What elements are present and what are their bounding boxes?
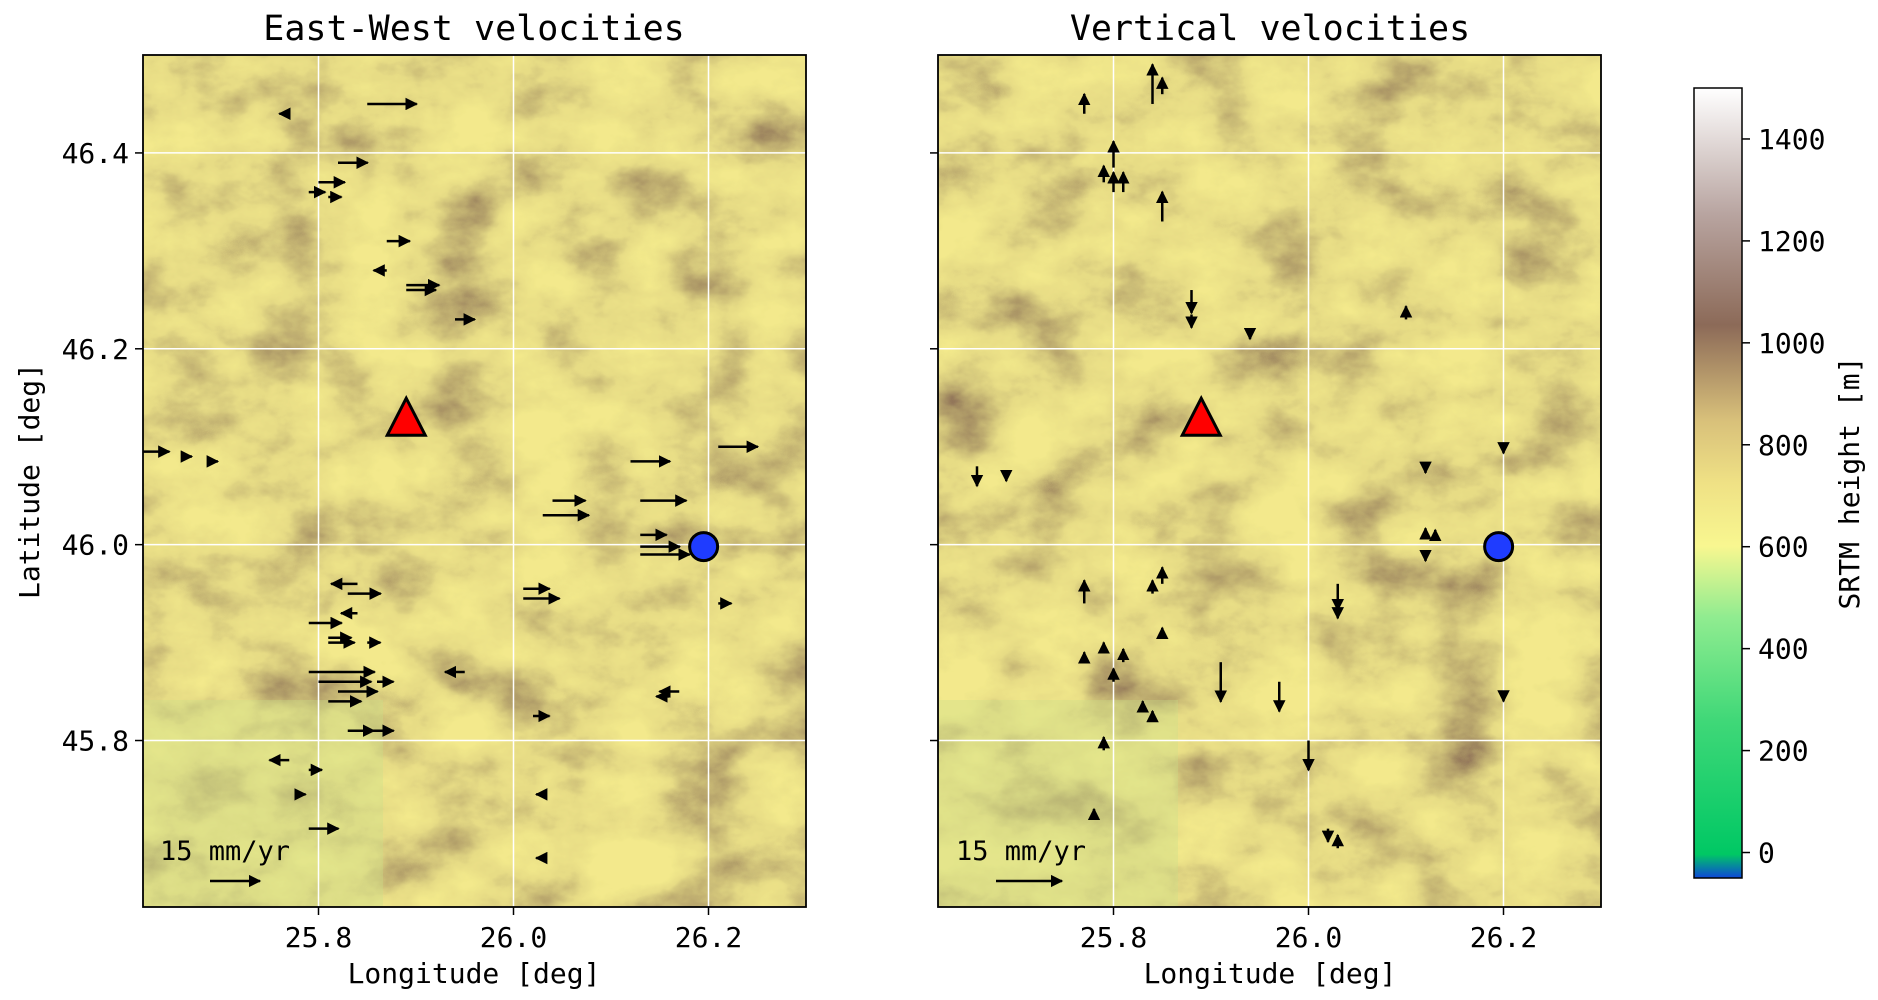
- x-tick-label: 25.8: [285, 921, 352, 954]
- panel1-ylabel: Latitude [deg]: [13, 363, 46, 599]
- volcano-triangle-marker: [384, 394, 428, 437]
- panel2-vectors: [970, 63, 1510, 849]
- x-tick-label: 26.0: [1275, 921, 1342, 954]
- colorbar-tick-label: 1400: [1758, 123, 1825, 156]
- panel2-markers: [1179, 394, 1515, 563]
- x-tick-label: 26.2: [675, 921, 742, 954]
- colorbar-label: SRTM height [m]: [1833, 357, 1866, 610]
- station-circle-marker: [688, 531, 720, 563]
- panel1-vectors: [143, 97, 760, 865]
- y-tick-label: 46.2: [62, 333, 129, 366]
- x-tick-label: 26.2: [1470, 921, 1537, 954]
- colorbar-ticks: 0 200 400 600 800 1000 1200 1400: [1742, 123, 1825, 870]
- vertical-panel: Vertical velocities 25.8 26.0 26.2 15 mm/y…: [930, 9, 1602, 990]
- east-west-panel: East-West velocities 25.8 26.0 26.2 46.4 46.…: [13, 9, 807, 990]
- colorbar-tick-label: 0: [1758, 837, 1775, 870]
- colorbar-tick-label: 400: [1758, 633, 1809, 666]
- panel1-ticks: 25.8 26.0 26.2 46.4 46.2 46.0 45.8: [62, 137, 743, 954]
- panel2-title: Vertical velocities: [1070, 9, 1470, 49]
- panel2-ticks: 25.8 26.0 26.2: [930, 152, 1537, 954]
- colorbar: 0 200 400 600 800 1000 1200 1400 SRTM height [m…: [1693, 87, 1866, 879]
- x-tick-label: 26.0: [480, 921, 547, 954]
- volcano-triangle-marker: [1179, 394, 1223, 437]
- colorbar-tick-label: 800: [1758, 429, 1809, 462]
- panel2-scale-label: 15 mm/yr: [956, 836, 1086, 867]
- colorbar-gradient: [1693, 87, 1743, 879]
- panel2-xlabel: Longitude [deg]: [1144, 957, 1397, 990]
- panel1-markers: [384, 394, 720, 563]
- station-circle-marker: [1483, 531, 1515, 563]
- colorbar-tick-label: 200: [1758, 735, 1809, 768]
- panel2-terrain: [938, 55, 1601, 907]
- y-tick-label: 46.0: [62, 529, 129, 562]
- colorbar-tick-label: 1000: [1758, 327, 1825, 360]
- panel1-terrain: [143, 55, 806, 907]
- panel2-frame: [937, 54, 1602, 908]
- y-tick-label: 46.4: [62, 137, 129, 170]
- panel1-scale-label: 15 mm/yr: [160, 836, 290, 867]
- colorbar-tick-label: 600: [1758, 531, 1809, 564]
- colorbar-tick-label: 1200: [1758, 225, 1825, 258]
- panel1-frame: [142, 54, 807, 908]
- panel1-xlabel: Longitude [deg]: [348, 957, 601, 990]
- panel1-title: East-West velocities: [263, 9, 684, 49]
- x-tick-label: 25.8: [1080, 921, 1147, 954]
- y-tick-label: 45.8: [62, 725, 129, 758]
